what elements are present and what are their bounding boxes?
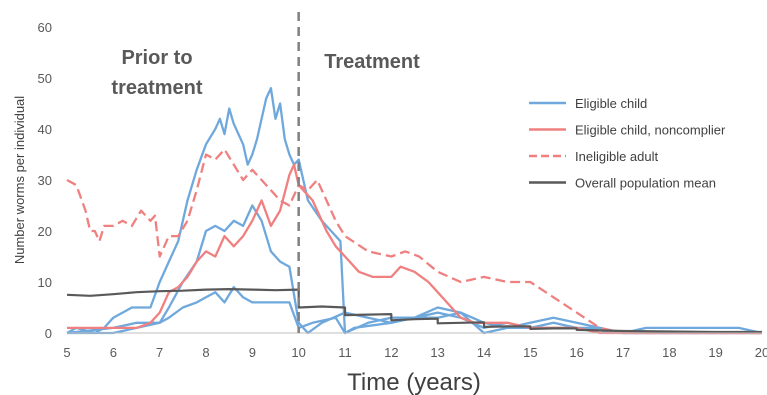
legend-label: Ineligible adult — [575, 149, 659, 164]
x-tick-label: 18 — [662, 345, 676, 360]
series-line-eligible-child-0 — [66, 87, 763, 335]
x-tick-label: 19 — [708, 345, 722, 360]
legend-label: Eligible child, noncomplier — [575, 123, 726, 138]
y-tick-label: 20 — [38, 224, 52, 239]
x-tick-label: 12 — [384, 345, 398, 360]
x-tick-label: 8 — [202, 345, 209, 360]
x-tick-label: 9 — [249, 345, 256, 360]
x-tick-label: 16 — [569, 345, 583, 360]
y-tick-label: 40 — [38, 122, 52, 137]
x-axis-title: Time (years) — [347, 369, 481, 395]
series-line-ineligible-adult-4 — [66, 148, 762, 335]
y-tick-label: 60 — [38, 20, 52, 35]
x-tick-label: 20 — [755, 345, 767, 360]
series-layer — [66, 87, 763, 335]
legend: Eligible child Eligible child, noncomplie… — [529, 96, 726, 191]
x-tick-label: 13 — [430, 345, 444, 360]
y-tick-label: 10 — [38, 275, 52, 290]
x-tick-label: 14 — [477, 345, 491, 360]
legend-label: Overall population mean — [575, 176, 716, 191]
series-line-eligible-child-2 — [66, 285, 762, 335]
y-tick-label: 30 — [38, 173, 52, 188]
y-axis-title: Number worms per individual — [12, 96, 27, 264]
series-line-overall-population-mean-5 — [66, 288, 762, 334]
x-tick-label: 5 — [63, 345, 70, 360]
annotation-treatment: Treatment — [324, 51, 420, 73]
x-tick-label: 15 — [523, 345, 537, 360]
ticks-layer: 5 6 7 8 9 10 11 12 13 14 15 16 17 18 19 20 0 10 20 30 40 50 60 — [38, 20, 767, 360]
x-tick-label: 10 — [291, 345, 305, 360]
x-tick-label: 7 — [156, 345, 163, 360]
y-tick-label: 0 — [45, 326, 52, 341]
x-tick-label: 17 — [616, 345, 630, 360]
legend-label: Eligible child — [575, 96, 647, 111]
annotation-prior-line-1: Prior to — [121, 47, 192, 69]
x-tick-label: 11 — [338, 345, 352, 360]
x-tick-label: 6 — [110, 345, 117, 360]
y-tick-label: 50 — [38, 71, 52, 86]
annotation-prior-line-2: treatment — [111, 77, 202, 99]
series-line-eligible-child-1 — [67, 204, 762, 335]
